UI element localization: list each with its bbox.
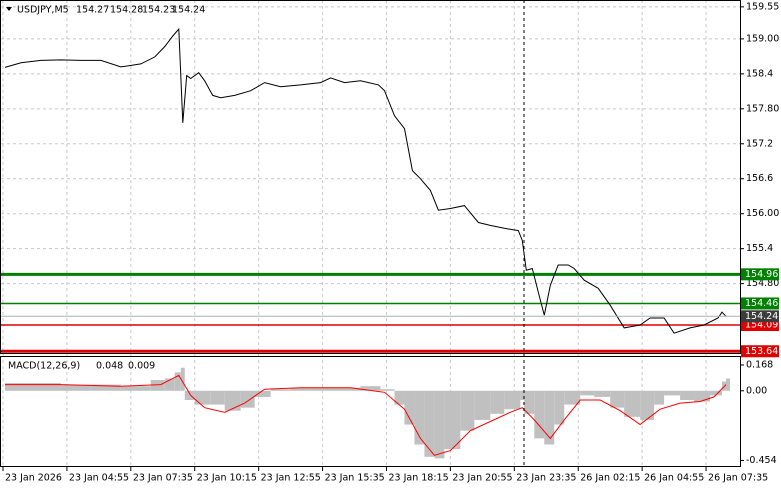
histogram-bar xyxy=(150,380,165,391)
histogram-bar xyxy=(60,384,91,391)
histogram-bar xyxy=(524,390,535,414)
histogram-bar xyxy=(394,390,405,405)
histogram-bar xyxy=(680,390,695,400)
histogram-bar xyxy=(210,390,225,405)
histogram-bar xyxy=(554,390,565,425)
x-tick-label: 23 Jan 18:15 xyxy=(388,473,448,484)
histogram-bar xyxy=(4,383,31,391)
x-tick-label: 23 Jan 07:35 xyxy=(133,473,193,484)
quote-open: 154.27 xyxy=(76,5,109,16)
macd-value: 0.048 xyxy=(96,361,123,372)
histogram-bar xyxy=(90,384,121,391)
y-tick-label: 158.4 xyxy=(746,68,773,79)
histogram-bar xyxy=(640,390,655,420)
level-label: 154.46 xyxy=(745,298,778,309)
quote-low: 154.23 xyxy=(142,5,175,16)
y-tick-label: 159.00 xyxy=(746,33,779,44)
y-tick-label: 157.2 xyxy=(746,138,773,149)
histogram-bar xyxy=(254,390,271,397)
histogram-bar xyxy=(360,386,381,391)
x-tick-label: 26 Jan 04:55 xyxy=(644,473,704,484)
histogram-bar xyxy=(544,390,555,445)
histogram-bar xyxy=(624,390,641,417)
x-tick-label: 26 Jan 02:15 xyxy=(580,473,640,484)
price-line xyxy=(4,27,727,334)
histogram-bar xyxy=(310,387,331,391)
histogram-bar xyxy=(180,367,185,391)
histogram-bar xyxy=(580,390,595,396)
level-label: 154.96 xyxy=(745,269,778,280)
histogram-bar xyxy=(460,390,475,431)
symbol: USDJPY,M5 xyxy=(17,5,69,16)
level-label-box xyxy=(741,345,779,358)
histogram-bar xyxy=(184,390,195,400)
level-label: 154.09 xyxy=(745,320,778,331)
histogram-bar xyxy=(726,378,731,391)
histogram-bar xyxy=(490,390,505,414)
histogram-bar xyxy=(404,390,415,425)
x-tick-label: 23 Jan 15:35 xyxy=(325,473,385,484)
y-tick-label: 155.4 xyxy=(746,243,773,254)
histogram-bar xyxy=(380,389,395,391)
y-tick-label: 156.6 xyxy=(746,173,773,184)
x-tick-label: 26 Jan 07:35 xyxy=(708,473,768,484)
histogram-bar xyxy=(694,390,711,402)
x-tick-label: 23 Jan 20:55 xyxy=(452,473,512,484)
histogram-bar xyxy=(164,378,175,391)
x-tick-label: 23 Jan 04:55 xyxy=(69,473,129,484)
level-label: 153.64 xyxy=(745,346,778,357)
macd-title: MACD(12,26,9) xyxy=(8,361,80,372)
price-line xyxy=(5,374,727,456)
level-label-box xyxy=(741,297,779,310)
histogram-bar xyxy=(330,387,361,391)
histogram-bar xyxy=(594,390,611,397)
histogram-bar xyxy=(120,386,151,391)
y-tick-label: -0.454 xyxy=(746,455,777,466)
histogram-bar xyxy=(224,390,241,411)
histogram-bar xyxy=(444,390,461,450)
y-tick-label: 159.55 xyxy=(746,1,779,12)
y-tick-label: 0.00 xyxy=(746,385,767,396)
histogram-bar xyxy=(424,390,435,457)
histogram-bar xyxy=(534,390,545,439)
histogram-bar xyxy=(174,372,181,391)
main-frame xyxy=(0,0,741,354)
histogram-bar xyxy=(564,390,581,405)
quote-high: 154.28 xyxy=(110,5,143,16)
last-price-label: 154.24 xyxy=(745,311,778,322)
y-tick-label: 156.00 xyxy=(746,208,779,219)
x-tick-label: 23 Jan 10:15 xyxy=(197,473,257,484)
histogram-bar xyxy=(520,390,525,400)
histogram-bar xyxy=(664,390,681,396)
x-tick-label: 23 Jan 12:55 xyxy=(261,473,321,484)
histogram-bar xyxy=(290,387,311,391)
menu-arrow[interactable] xyxy=(6,7,12,11)
last-price-box xyxy=(741,310,779,323)
histogram-bar xyxy=(610,390,625,408)
signal-value: 0.009 xyxy=(128,361,155,372)
histogram-bar xyxy=(654,390,665,405)
histogram-bar xyxy=(414,390,425,445)
x-tick-label: 23 Jan 23:35 xyxy=(516,473,576,484)
y-tick-label: 0.168 xyxy=(746,359,773,370)
y-tick-label: 157.80 xyxy=(746,103,779,114)
histogram-bar xyxy=(270,389,291,391)
histogram-bar xyxy=(474,390,491,420)
histogram-bar xyxy=(240,390,255,408)
histogram-bar xyxy=(434,390,445,459)
quote-close: 154.24 xyxy=(172,5,205,16)
level-label-box xyxy=(741,268,779,281)
histogram-bar xyxy=(30,383,61,391)
histogram-bar xyxy=(194,390,211,405)
macd-frame xyxy=(0,356,741,467)
histogram-bar xyxy=(504,390,521,410)
y-tick-label: 154.80 xyxy=(746,278,779,289)
histogram-bar xyxy=(710,390,723,396)
x-tick-label: 23 Jan 2026 xyxy=(5,473,62,484)
